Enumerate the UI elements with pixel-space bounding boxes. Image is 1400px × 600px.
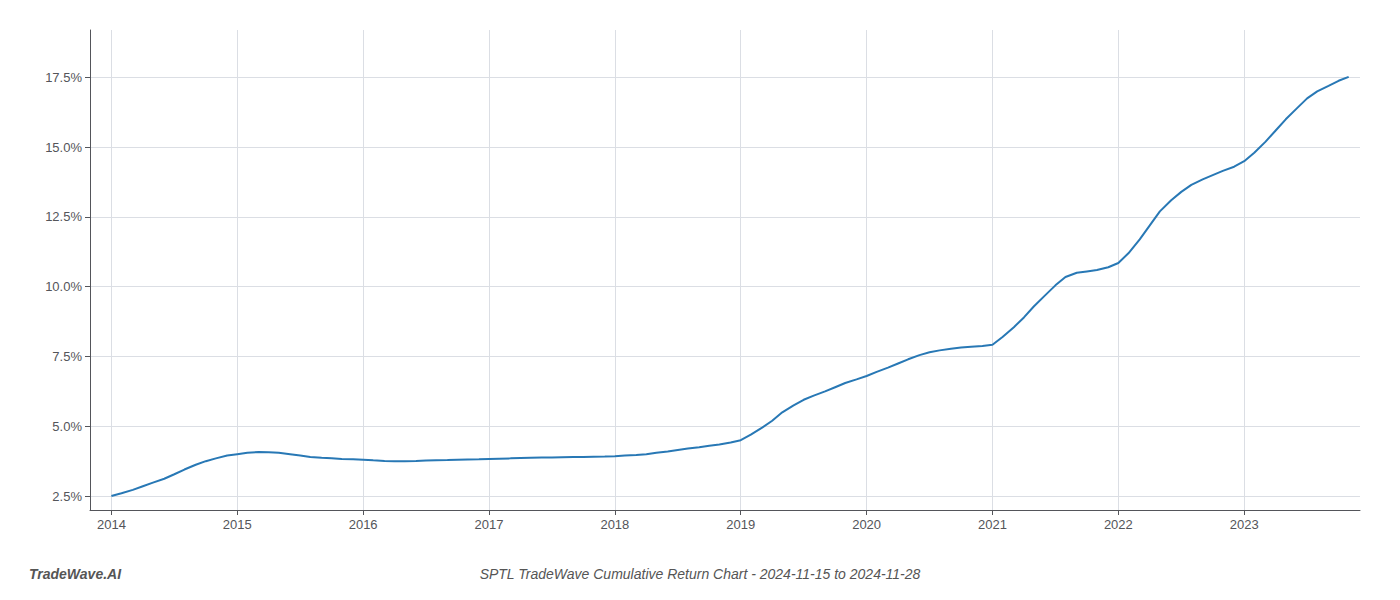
svg-text:2023: 2023 xyxy=(1230,517,1259,532)
svg-text:10.0%: 10.0% xyxy=(45,279,82,294)
svg-text:17.5%: 17.5% xyxy=(45,70,82,85)
svg-text:12.5%: 12.5% xyxy=(45,209,82,224)
svg-text:2015: 2015 xyxy=(223,517,252,532)
svg-text:2021: 2021 xyxy=(978,517,1007,532)
svg-text:2018: 2018 xyxy=(600,517,629,532)
svg-text:7.5%: 7.5% xyxy=(52,349,82,364)
svg-text:SPTL TradeWave Cumulative Retu: SPTL TradeWave Cumulative Return Chart -… xyxy=(480,566,921,582)
svg-text:2.5%: 2.5% xyxy=(52,489,82,504)
svg-text:2019: 2019 xyxy=(726,517,755,532)
svg-text:2020: 2020 xyxy=(852,517,881,532)
svg-text:2022: 2022 xyxy=(1104,517,1133,532)
svg-text:15.0%: 15.0% xyxy=(45,140,82,155)
svg-text:2016: 2016 xyxy=(349,517,378,532)
svg-text:2017: 2017 xyxy=(475,517,504,532)
svg-text:5.0%: 5.0% xyxy=(52,419,82,434)
svg-text:TradeWave.AI: TradeWave.AI xyxy=(29,566,122,582)
svg-text:2014: 2014 xyxy=(97,517,126,532)
